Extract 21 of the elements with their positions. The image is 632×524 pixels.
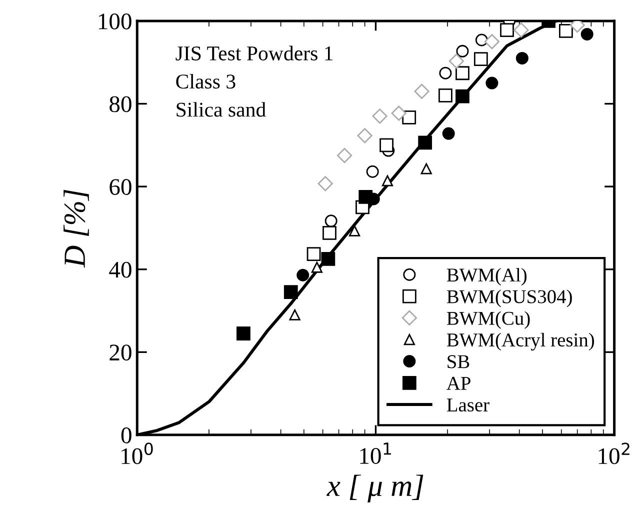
y-tick-label: 80: [110, 96, 132, 112]
y-tick-label: 20: [110, 344, 132, 361]
y-tick-label: 100: [98, 13, 132, 30]
x-tick-label: 10$^{1}$: [360, 442, 391, 464]
x-tick-label: 10$^{2}$: [598, 442, 630, 464]
y-tick-label: 0: [121, 427, 132, 444]
legend-label: BWM(Cu): [446, 311, 530, 329]
x-axis-title: x [ μ m]: [326, 474, 424, 502]
annotation: JIS Test Powders 1: [176, 46, 333, 60]
x-tick-label: 10$^{0}$: [122, 442, 153, 464]
legend-label: BWM(Al): [446, 268, 527, 286]
y-axis-title: D [%]: [64, 190, 89, 268]
legend-label: SB: [448, 355, 470, 368]
y-tick-label: 60: [110, 179, 132, 195]
legend-label: Laser: [446, 398, 490, 412]
annotation: Silica sand: [176, 102, 266, 117]
legend-label: BWM(Acryl resin): [446, 332, 594, 351]
legend-label: AP: [446, 376, 470, 390]
y-tick-label: 40: [109, 262, 132, 278]
annotation: Class 3: [176, 74, 236, 89]
legend-label: BWM(SUS304): [446, 290, 572, 308]
